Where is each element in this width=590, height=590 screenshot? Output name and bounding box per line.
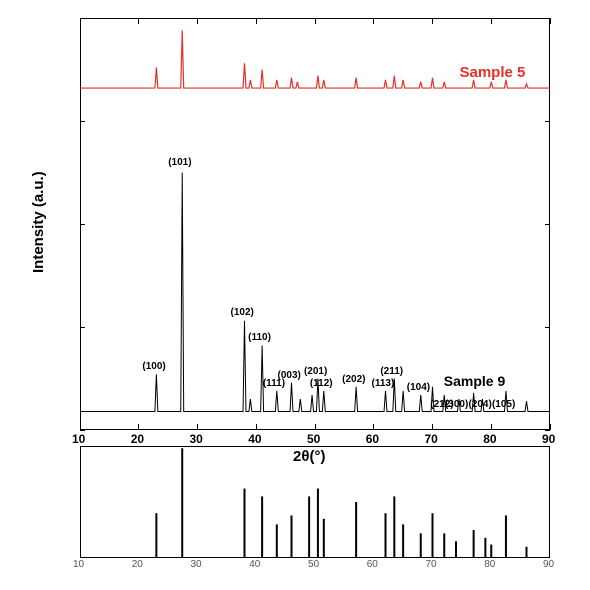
x-tick [138, 18, 139, 24]
x-tick [80, 18, 81, 24]
y-tick [545, 327, 550, 328]
x-tick-label: 10 [72, 432, 85, 446]
x-tick [373, 424, 374, 430]
y-tick [545, 121, 550, 122]
peak-label: (202) [342, 374, 365, 385]
x-tick-label: 60 [366, 432, 379, 446]
peak-label: (201) [304, 366, 327, 377]
peak-label: (102) [231, 307, 254, 318]
peak-label: (105) [492, 399, 515, 410]
x-tick [550, 18, 551, 24]
x-tick [256, 18, 257, 24]
x-tick-label: 20 [131, 432, 144, 446]
x-tick [491, 424, 492, 430]
ref-x-tick-label: 10 [73, 559, 84, 570]
x-tick [197, 424, 198, 430]
x-tick [373, 18, 374, 24]
x-tick-label: 30 [190, 432, 203, 446]
ref-x-tick-label: 40 [249, 559, 260, 570]
x-tick [256, 424, 257, 430]
peak-label: (100) [142, 361, 165, 372]
x-tick [197, 18, 198, 24]
ref-x-tick-label: 90 [543, 559, 554, 570]
xrd-figure: Intensity (a.u.) 2θ(°) Sample 5 Sample 9… [0, 0, 590, 590]
y-tick [80, 224, 85, 225]
peak-label: (211) [380, 366, 403, 377]
x-tick [491, 18, 492, 24]
y-tick [80, 327, 85, 328]
y-tick [545, 430, 550, 431]
y-tick [80, 121, 85, 122]
peak-label: (113) [372, 378, 395, 389]
x-tick [315, 424, 316, 430]
y-tick [545, 18, 550, 19]
x-tick [315, 18, 316, 24]
ref-x-tick-label: 20 [132, 559, 143, 570]
peak-label: (300) [445, 399, 468, 410]
ref-x-tick-label: 80 [484, 559, 495, 570]
peak-label: (110) [248, 332, 271, 343]
ref-x-tick-label: 60 [367, 559, 378, 570]
sample5-label: Sample 5 [460, 64, 526, 81]
peak-label: (112) [310, 378, 333, 389]
x-tick-label: 40 [248, 432, 261, 446]
y-tick [545, 224, 550, 225]
ref-x-tick-label: 50 [308, 559, 319, 570]
y-tick [80, 430, 85, 431]
peak-label: (003) [278, 370, 301, 381]
x-tick-label: 70 [425, 432, 438, 446]
x-axis-label: 2θ(°) [293, 448, 325, 465]
ref-x-tick-label: 70 [426, 559, 437, 570]
y-tick [80, 18, 85, 19]
peak-label: (204) [468, 399, 491, 410]
x-tick-label: 90 [542, 432, 555, 446]
x-tick-label: 50 [307, 432, 320, 446]
x-tick-label: 80 [483, 432, 496, 446]
sample9-label: Sample 9 [444, 373, 505, 389]
peak-label: (104) [407, 382, 430, 393]
x-tick [432, 424, 433, 430]
peak-label: (101) [168, 157, 191, 168]
x-tick [138, 424, 139, 430]
ref-x-tick-label: 30 [191, 559, 202, 570]
reference-plot-svg [0, 0, 590, 590]
x-tick [432, 18, 433, 24]
y-axis-label: Intensity (a.u.) [30, 172, 47, 274]
